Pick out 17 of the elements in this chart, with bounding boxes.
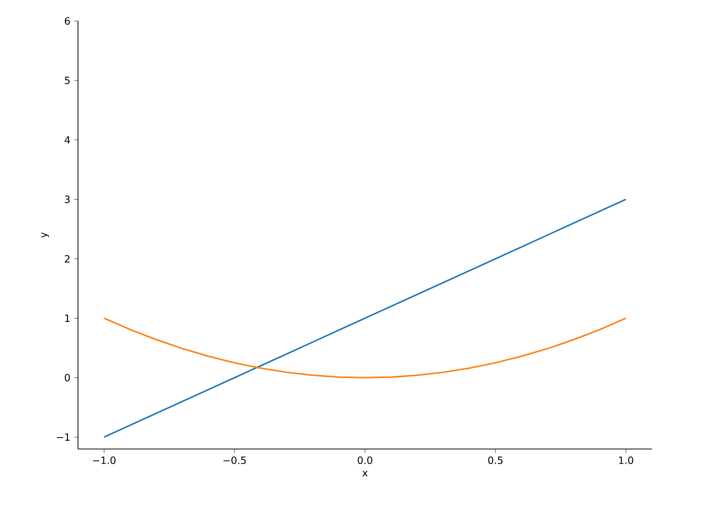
- y-tick-label: 6: [64, 17, 70, 25]
- y-tick-label: 4: [64, 136, 70, 144]
- line-series: [103, 198, 627, 438]
- x-tick-label: 0.0: [358, 456, 372, 464]
- y-tick-label: 2: [64, 255, 70, 262]
- y-tick-label: 1: [65, 314, 70, 322]
- y-tick-label: 5: [64, 76, 70, 84]
- y-axis-title: y: [41, 232, 49, 238]
- x-tick-label: −0.5: [224, 456, 246, 464]
- line-series: [103, 317, 627, 378]
- y-tick-label: −1: [56, 433, 70, 441]
- x-tick-label: 1.0: [619, 456, 634, 464]
- y-tick-label: 0: [64, 374, 70, 382]
- x-tick-label: −1.0: [93, 456, 116, 464]
- x-axis-title: x: [362, 470, 368, 476]
- y-tick-label: 3: [64, 196, 70, 204]
- x-tick-label: 0.5: [488, 456, 503, 464]
